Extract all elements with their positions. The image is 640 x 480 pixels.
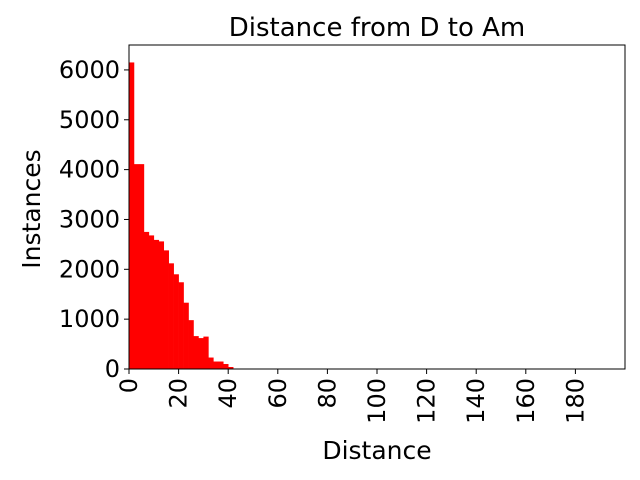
x-tick-label: 100 (363, 378, 391, 424)
histogram-bar-8 (168, 263, 174, 369)
y-tick-label: 2000 (59, 255, 120, 283)
x-tick-label: 140 (462, 378, 490, 424)
y-tick-label: 6000 (59, 56, 120, 84)
x-tick-label: 20 (165, 378, 193, 409)
chart-title: Distance from D to Am (229, 13, 526, 43)
histogram-bar-6 (158, 241, 165, 369)
y-tick-label: 3000 (59, 205, 120, 233)
y-tick-label: 0 (105, 355, 120, 383)
histogram-bar-4 (148, 235, 155, 369)
histogram-bar-10 (178, 282, 184, 369)
histogram-bar-5 (153, 239, 160, 369)
x-tick-label: 120 (413, 378, 441, 424)
histogram-bar-17 (213, 361, 219, 369)
bars-group (129, 62, 239, 369)
histogram-bar-15 (203, 336, 209, 369)
histogram-bar-13 (193, 336, 199, 369)
histogram-bar-9 (173, 274, 179, 369)
y-tick-label: 5000 (59, 106, 120, 134)
histogram-bar-7 (163, 250, 169, 369)
histogram-bar-3 (143, 231, 150, 369)
histogram-bar-0 (129, 62, 135, 369)
x-tick-label: 80 (313, 378, 341, 409)
x-tick-label: 0 (115, 378, 143, 393)
histogram-bar-2 (138, 164, 145, 369)
y-axis-label: Instances (17, 149, 46, 268)
y-tick-label: 1000 (59, 305, 120, 333)
x-tick-label: 180 (561, 378, 589, 424)
y-axis-ticks: 0 1000 2000 3000 4000 5000 6000 (59, 56, 129, 383)
histogram-bar-1 (133, 164, 140, 369)
histogram-bar-19 (223, 364, 229, 369)
histogram-bar-12 (188, 320, 194, 369)
histogram-bar-20 (228, 367, 234, 369)
histogram-bar-14 (198, 338, 204, 369)
x-tick-label: 60 (264, 378, 292, 409)
x-axis-label: Distance (322, 436, 431, 465)
histogram-bar-18 (218, 361, 224, 369)
histogram-bar-11 (183, 302, 189, 369)
x-tick-label: 160 (512, 378, 540, 424)
x-tick-label: 40 (214, 378, 242, 409)
histogram-bar-16 (208, 357, 214, 369)
plot-frame (128, 44, 626, 370)
x-axis-ticks: 0 20 40 60 80 100 120 140 160 180 (115, 369, 589, 424)
y-tick-label: 4000 (59, 156, 120, 184)
